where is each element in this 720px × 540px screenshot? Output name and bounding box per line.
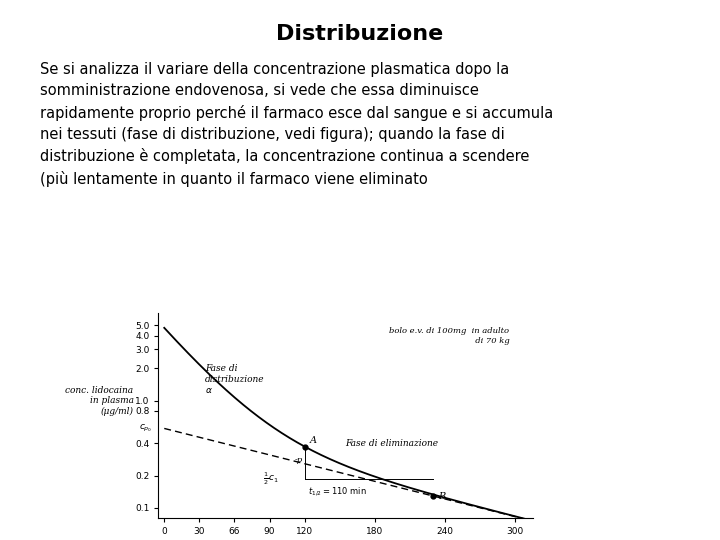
Text: Distribuzione: Distribuzione bbox=[276, 24, 444, 44]
Text: $t_{1/2}=110\ \mathrm{min}$: $t_{1/2}=110\ \mathrm{min}$ bbox=[308, 485, 367, 498]
Text: Se si analizza il variare della concentrazione plasmatica dopo la
somministrazio: Se si analizza il variare della concentr… bbox=[40, 62, 553, 187]
Text: Fase di
distribuzione
$\alpha$: Fase di distribuzione $\alpha$ bbox=[205, 364, 265, 395]
Text: A: A bbox=[310, 436, 316, 445]
Text: -p: -p bbox=[294, 456, 303, 464]
Text: bolo e.v. di 100mg  in adulto
                  di 70 kg: bolo e.v. di 100mg in adulto di 70 kg bbox=[390, 327, 510, 345]
Text: Fase di eliminazione: Fase di eliminazione bbox=[346, 438, 438, 448]
Text: $c_{p_0}$: $c_{p_0}$ bbox=[139, 423, 153, 434]
Text: B: B bbox=[438, 492, 445, 502]
Y-axis label: conc. lidocaina
in plasma
(μg/ml): conc. lidocaina in plasma (μg/ml) bbox=[66, 386, 134, 416]
Text: $\frac{1}{2}c_1$: $\frac{1}{2}c_1$ bbox=[264, 470, 279, 487]
